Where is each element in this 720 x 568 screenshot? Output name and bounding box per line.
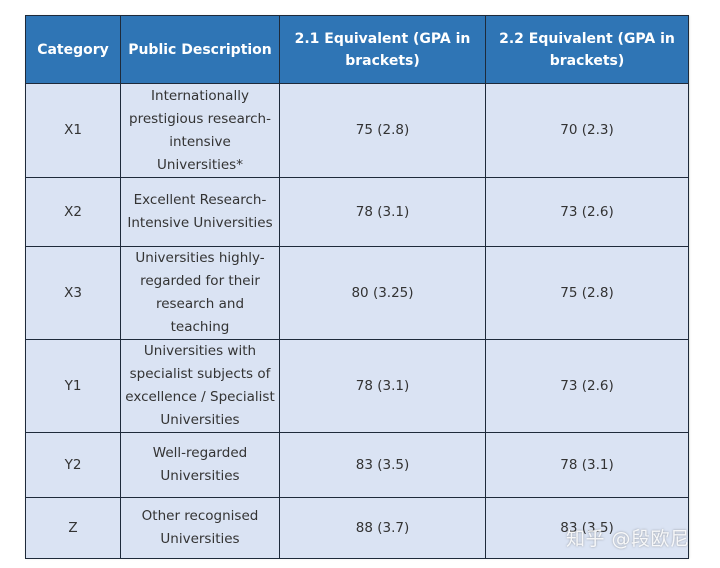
category-cell: X2 xyxy=(25,177,121,247)
header-2-1-equivalent: 2.1 Equivalent (GPA in brackets) xyxy=(279,15,486,84)
header-category: Category xyxy=(25,15,121,84)
header-public-description: Public Description xyxy=(120,15,280,84)
description-cell: Other recognised Universities xyxy=(120,497,280,559)
table-row: X2 Excellent Research-Intensive Universi… xyxy=(25,177,689,247)
category-cell: Y1 xyxy=(25,339,121,433)
description-cell: Excellent Research-Intensive Universitie… xyxy=(120,177,280,247)
grade-equivalence-table: Category Public Description 2.1 Equivale… xyxy=(25,15,689,559)
equiv-2-1-cell: 78 (3.1) xyxy=(279,177,486,247)
equiv-2-2-cell: 70 (2.3) xyxy=(485,83,689,178)
description-cell: Universities highly-regarded for their r… xyxy=(120,246,280,340)
table-row: Y2 Well-regarded Universities 83 (3.5) 7… xyxy=(25,432,689,498)
equiv-2-1-cell: 88 (3.7) xyxy=(279,497,486,559)
equiv-2-1-cell: 83 (3.5) xyxy=(279,432,486,498)
equiv-2-2-cell: 83 (3.5) xyxy=(485,497,689,559)
grade-equivalence-table-frame: Category Public Description 2.1 Equivale… xyxy=(25,15,689,559)
equiv-2-2-cell: 78 (3.1) xyxy=(485,432,689,498)
category-cell: X1 xyxy=(25,83,121,178)
header-2-2-equivalent: 2.2 Equivalent (GPA in brackets) xyxy=(485,15,689,84)
equiv-2-1-cell: 78 (3.1) xyxy=(279,339,486,433)
table-header-row: Category Public Description 2.1 Equivale… xyxy=(25,15,689,84)
description-cell: Universities with specialist subjects of… xyxy=(120,339,280,433)
equiv-2-2-cell: 73 (2.6) xyxy=(485,339,689,433)
category-cell: Y2 xyxy=(25,432,121,498)
table-row: X3 Universities highly-regarded for thei… xyxy=(25,246,689,340)
description-cell: Well-regarded Universities xyxy=(120,432,280,498)
table-row: X1 Internationally prestigious research-… xyxy=(25,83,689,178)
equiv-2-1-cell: 75 (2.8) xyxy=(279,83,486,178)
equiv-2-2-cell: 73 (2.6) xyxy=(485,177,689,247)
category-cell: X3 xyxy=(25,246,121,340)
zhihu-watermark: 知乎 @段欧尼 xyxy=(566,528,690,550)
category-cell: Z xyxy=(25,497,121,559)
equiv-2-1-cell: 80 (3.25) xyxy=(279,246,486,340)
equiv-2-2-cell: 75 (2.8) xyxy=(485,246,689,340)
table-row: Z Other recognised Universities 88 (3.7)… xyxy=(25,497,689,559)
description-cell: Internationally prestigious research-int… xyxy=(120,83,280,178)
table-row: Y1 Universities with specialist subjects… xyxy=(25,339,689,433)
